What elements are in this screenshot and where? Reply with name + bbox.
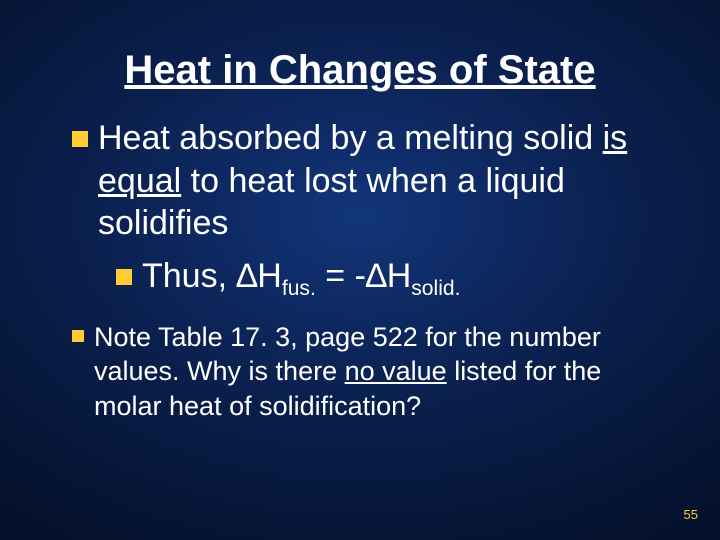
slide-title: Heat in Changes of State	[60, 48, 660, 93]
square-bullet-icon	[116, 269, 132, 285]
bullet-text-1: Heat absorbed by a melting solid is equa…	[98, 117, 660, 245]
delta-h-symbol: ∆H	[236, 257, 281, 295]
square-bullet-icon	[72, 131, 88, 147]
bullet-item-3: Note Table 17. 3, page 522 for the numbe…	[72, 320, 660, 424]
bullet-item-2: Thus, ∆Hfus. = -∆Hsolid.	[116, 255, 660, 302]
text-fragment: Thus,	[142, 257, 236, 295]
delta-h-symbol: ∆H	[366, 257, 411, 295]
subscript: fus.	[282, 277, 316, 300]
slide-number: 55	[684, 507, 698, 522]
subscript: solid.	[411, 277, 460, 300]
bullet-text-2: Thus, ∆Hfus. = -∆Hsolid.	[142, 255, 460, 302]
text-underline: no value	[345, 356, 447, 386]
square-bullet-icon	[72, 330, 84, 342]
text-fragment: = -	[316, 257, 366, 295]
bullet-text-3: Note Table 17. 3, page 522 for the numbe…	[94, 320, 660, 424]
bullet-item-1: Heat absorbed by a melting solid is equa…	[72, 117, 660, 245]
text-fragment: Heat absorbed by a melting solid	[98, 119, 603, 157]
slide-container: Heat in Changes of State Heat absorbed b…	[0, 0, 720, 540]
